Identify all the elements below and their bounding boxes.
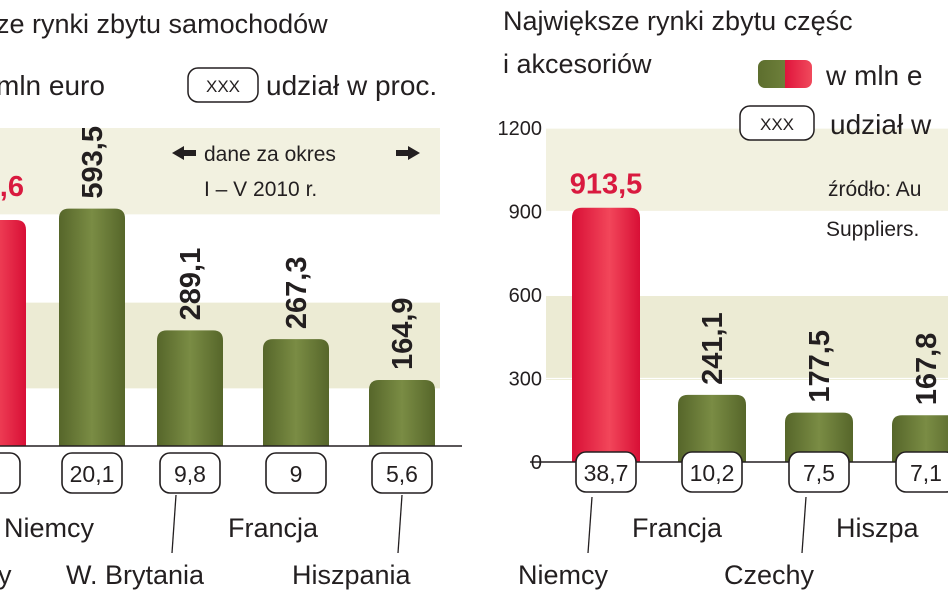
right-source-line2: Suppliers. [826,218,919,241]
left-share-badge-text: 20,1 [70,461,115,487]
right-value-labels: 913,5 241,1 177,5 167,8 [570,169,943,406]
left-period-arrow-left-icon [172,146,196,160]
right-share-badges: 38,7 10,2 7,5 7,1 [575,451,948,493]
right-share-badge-text: 7,5 [803,460,835,486]
left-bar [157,330,223,446]
right-category-connector [801,496,807,554]
left-category-labels: y Niemcy W. Brytania Francja Hiszpania [0,494,412,590]
left-share-badge-text: 9 [290,461,303,487]
left-share-badge-text: 9,8 [174,461,206,487]
right-bars [572,207,948,462]
right-category-label: Hiszpa [836,513,920,543]
right-bar [678,394,746,462]
right-chart-panel: 0 300 600 900 1200 913,5 241,1 177,5 167,8 38,7… [498,6,948,590]
left-bars [0,208,435,446]
left-period-arrow-right-icon [396,146,420,160]
right-y-tick-label: 300 [509,369,542,391]
left-share-badges: 20,1 9,8 9 5,6 [0,452,433,494]
right-legend-badge-text: XXX [760,115,794,134]
left-bar [369,380,435,446]
left-band [0,128,440,215]
left-bar [263,339,329,446]
right-bar [892,415,948,462]
left-category-label: Francja [228,513,319,543]
right-share-badge-box [575,451,637,493]
right-legend-unit: w mln e [825,60,922,91]
right-share-badge-box [681,451,743,493]
left-category-label: y [0,560,12,590]
right-y-tick-label: 0 [531,452,542,474]
left-category-label: W. Brytania [66,560,205,590]
right-legend-badge-box [739,105,815,141]
left-period-range: I – V 2010 r. [204,178,317,201]
left-legend-share-label: udział w proc. [266,70,437,101]
right-value-label: 167,8 [911,333,943,406]
right-y-tick-labels: 0 300 600 900 1200 [498,118,543,474]
left-value-label: 267,3 [281,257,313,330]
left-category-connector [171,494,177,554]
right-source-line1: źródło: Au [828,178,921,201]
right-category-label: Francja [632,513,723,543]
right-bar [785,412,853,462]
left-bar [0,220,26,446]
right-band [546,128,948,211]
right-share-badge-text: 10,2 [690,460,735,486]
right-y-tick-label: 600 [509,285,542,307]
right-bar [572,207,640,462]
left-period-label: dane za okres [204,143,336,166]
left-value-label: 164,9 [387,297,419,370]
left-value-label: 289,1 [175,248,207,321]
left-share-badge-box [0,452,21,494]
left-legend-badge-text: XXX [206,77,240,96]
right-value-label: 913,5 [570,169,643,201]
right-value-label: 177,5 [804,330,836,403]
right-chart-title-line1: Największe rynki zbytu częśc [503,6,853,36]
left-share-badge-box [61,452,123,494]
right-legend-share-label: udział w [830,109,932,140]
right-share-badge-text: 7,1 [910,460,942,486]
right-category-connector [587,496,593,554]
left-legend-unit: mln euro [0,70,105,101]
left-bar [59,208,125,446]
left-share-badge-box [371,452,433,494]
left-share-badge-box [265,452,327,494]
right-value-label: 241,1 [697,312,729,385]
left-share-badge-text: 5,6 [386,461,418,487]
right-share-badge-box [895,451,948,493]
left-chart-panel: 5,6 593,5 289,1 267,3 164,9 20,1 9,8 9 5,6 y Nie… [0,9,462,590]
right-y-tick-label: 900 [509,202,542,224]
right-category-label: Czechy [724,560,815,590]
right-share-badge-text: 38,7 [584,460,629,486]
left-value-label: 5,6 [0,171,24,203]
left-chart-title: ze rynki zbytu samochodów [0,9,328,39]
left-value-labels: 5,6 593,5 289,1 267,3 164,9 [0,126,419,370]
left-category-connector [397,494,403,554]
left-category-label: Hiszpania [292,560,412,590]
right-legend-swatch [758,60,812,88]
left-value-label: 593,5 [77,126,109,199]
right-chart-title-line2: i akcesoriów [503,49,652,79]
left-category-label: Niemcy [4,513,95,543]
right-y-tick-label: 1200 [498,118,543,140]
right-category-label: Niemcy [518,560,609,590]
left-share-badge-box [159,452,221,494]
right-share-badge-box [788,451,850,493]
left-legend-badge-box [187,67,259,103]
